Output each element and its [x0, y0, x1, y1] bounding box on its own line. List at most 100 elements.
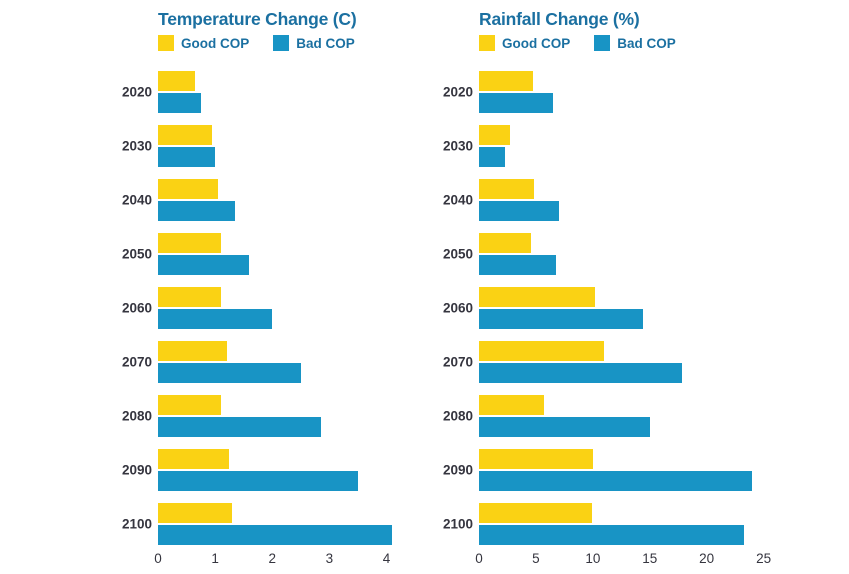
bar-group: 2090 — [122, 449, 398, 491]
good-cop-swatch-icon — [479, 35, 495, 51]
legend-item-good-cop: Good COP — [158, 35, 249, 51]
bar-group: 2030 — [122, 125, 398, 167]
bar-group: 2100 — [443, 503, 775, 545]
good-cop-bar — [479, 287, 596, 307]
bar-group: 2070 — [122, 341, 398, 383]
x-tick-label: 1 — [211, 551, 219, 566]
bad-cop-swatch-icon — [594, 35, 611, 51]
x-axis: 0 1 2 3 4 — [154, 551, 398, 569]
year-label: 2020 — [442, 84, 473, 100]
bad-cop-bar — [158, 147, 216, 167]
bad-cop-bar — [479, 93, 553, 113]
x-tick-label: 10 — [585, 551, 601, 566]
year-label: 2080 — [442, 408, 473, 424]
bad-cop-bar — [479, 525, 745, 545]
year-label: 2090 — [121, 462, 152, 478]
bar-group: 2060 — [443, 287, 775, 329]
x-tick-label: 2 — [268, 551, 277, 566]
year-label: 2070 — [121, 354, 152, 370]
year-label: 2100 — [442, 516, 473, 532]
bad-cop-bar — [479, 147, 506, 167]
good-cop-bar — [479, 71, 533, 91]
legend-item-bad-cop: Bad COP — [273, 35, 355, 51]
bad-cop-bar — [479, 255, 557, 275]
year-label: 2030 — [121, 138, 152, 154]
year-label: 2020 — [121, 84, 152, 100]
bar-group: 2100 — [122, 503, 398, 545]
year-label: 2060 — [442, 300, 473, 316]
good-cop-bar — [479, 341, 605, 361]
year-label: 2050 — [442, 246, 473, 262]
bad-cop-bar — [158, 309, 273, 329]
rainfall-chart: Rainfall Change (%) Good COP Bad COP 202… — [431, 0, 791, 574]
good-cop-bar — [158, 341, 227, 361]
bar-group: 2080 — [443, 395, 775, 437]
chart-title: Rainfall Change (%) — [479, 9, 640, 29]
good-cop-bar — [479, 233, 532, 253]
year-label: 2090 — [442, 462, 473, 478]
bad-cop-bar — [158, 93, 201, 113]
good-cop-bar — [158, 287, 221, 307]
x-tick-label: 0 — [475, 551, 483, 566]
legend-label: Bad COP — [617, 35, 676, 51]
bad-cop-bar — [158, 417, 321, 437]
good-cop-bar — [479, 395, 544, 415]
good-cop-bar — [158, 233, 221, 253]
temperature-chart: Temperature Change (C) Good COP Bad COP … — [110, 0, 410, 574]
bar-group: 2040 — [443, 179, 775, 221]
good-cop-bar — [479, 449, 593, 469]
legend: Good COP Bad COP — [158, 35, 355, 51]
bar-group: 2020 — [443, 71, 775, 113]
x-tick-label: 15 — [642, 551, 658, 566]
bad-cop-bar — [479, 309, 643, 329]
year-label: 2030 — [442, 138, 473, 154]
legend: Good COP Bad COP — [479, 35, 676, 51]
legend-item-good-cop: Good COP — [479, 35, 570, 51]
good-cop-swatch-icon — [158, 35, 174, 51]
x-tick-label: 3 — [325, 551, 334, 566]
good-cop-bar — [479, 179, 534, 199]
bar-group: 2040 — [122, 179, 398, 221]
good-cop-bar — [479, 125, 510, 145]
good-cop-bar — [158, 449, 230, 469]
x-tick-label: 25 — [756, 551, 772, 566]
year-label: 2100 — [121, 516, 152, 532]
good-cop-bar — [158, 503, 233, 523]
year-label: 2080 — [121, 408, 152, 424]
bar-group: 2090 — [443, 449, 775, 491]
good-cop-bar — [158, 71, 196, 91]
plot-area: 2020 2030 2040 2050 2060 2070 2080 2090 2100 — [122, 71, 398, 545]
year-label: 2070 — [442, 354, 473, 370]
good-cop-bar — [479, 503, 592, 523]
legend-label: Good COP — [181, 35, 250, 51]
year-label: 2050 — [121, 246, 152, 262]
year-label: 2040 — [442, 192, 473, 208]
bar-group: 2060 — [122, 287, 398, 329]
bad-cop-bar — [158, 201, 236, 221]
bad-cop-bar — [479, 201, 559, 221]
good-cop-bar — [158, 179, 218, 199]
good-cop-bar — [158, 395, 221, 415]
x-tick-label: 20 — [699, 551, 715, 566]
bad-cop-swatch-icon — [273, 35, 290, 51]
x-tick-label: 5 — [532, 551, 540, 566]
bar-group: 2020 — [122, 71, 398, 113]
legend-item-bad-cop: Bad COP — [594, 35, 676, 51]
bar-group: 2070 — [443, 341, 775, 383]
x-tick-label: 0 — [154, 551, 162, 566]
chart-title: Temperature Change (C) — [158, 9, 357, 29]
bar-group: 2080 — [122, 395, 398, 437]
bar-group: 2030 — [443, 125, 775, 167]
bad-cop-bar — [158, 363, 301, 383]
bad-cop-bar — [479, 363, 682, 383]
year-label: 2060 — [121, 300, 152, 316]
plot-area: 2020 2030 2040 2050 2060 2070 2080 2090 2100 — [443, 71, 775, 545]
good-cop-bar — [158, 125, 213, 145]
x-tick-label: 4 — [382, 551, 391, 566]
year-label: 2040 — [121, 192, 152, 208]
x-axis: 0 5 10 15 20 25 — [475, 551, 775, 569]
bar-group: 2050 — [122, 233, 398, 275]
legend-label: Good COP — [502, 35, 571, 51]
bar-group: 2050 — [443, 233, 775, 275]
bad-cop-bar — [158, 255, 250, 275]
